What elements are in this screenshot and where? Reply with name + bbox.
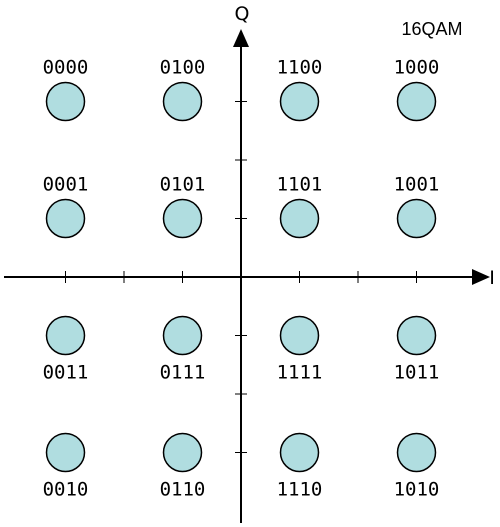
bit-label-0110: 0110: [160, 479, 206, 501]
constellation-point-1010: [396, 432, 437, 473]
constellation-point-0001: [45, 198, 86, 239]
constellation-point-1011: [396, 315, 437, 356]
axis-ticks: [65, 101, 417, 453]
constellation-point-1101: [279, 198, 320, 239]
constellation-point-0111: [162, 315, 203, 356]
bit-label-1110: 1110: [277, 479, 323, 501]
bit-label-0010: 0010: [43, 479, 89, 501]
constellation-point-0100: [162, 81, 203, 122]
bit-label-1011: 1011: [394, 362, 440, 384]
constellation-point-0010: [45, 432, 86, 473]
constellation-point-1000: [396, 81, 437, 122]
constellation-point-0011: [45, 315, 86, 356]
bit-label-1100: 1100: [277, 57, 323, 79]
bit-label-0000: 0000: [43, 57, 89, 79]
bit-label-0111: 0111: [160, 362, 206, 384]
bit-label-0100: 0100: [160, 57, 206, 79]
constellation-point-0101: [162, 198, 203, 239]
bit-label-1000: 1000: [394, 57, 440, 79]
bit-label-1111: 1111: [277, 362, 323, 384]
constellation-point-1110: [279, 432, 320, 473]
q-axis-arrowhead: [233, 29, 249, 47]
q-axis-label: Q: [235, 3, 250, 25]
bit-label-1101: 1101: [277, 174, 323, 196]
constellation-point-1001: [396, 198, 437, 239]
constellation-point-0110: [162, 432, 203, 473]
bit-label-0001: 0001: [43, 174, 89, 196]
bit-label-0101: 0101: [160, 174, 206, 196]
bit-label-1010: 1010: [394, 479, 440, 501]
constellation-point-1100: [279, 81, 320, 122]
i-axis-arrowhead: [472, 269, 490, 285]
bit-label-0011: 0011: [43, 362, 89, 384]
bit-labels: 0000 0100 1100 1000 0001 0101 1101 1001 0011 0111…: [43, 57, 440, 501]
bit-label-1001: 1001: [394, 174, 440, 196]
constellation-point-0000: [45, 81, 86, 122]
constellation-points: [45, 81, 437, 473]
constellation-point-1111: [279, 315, 320, 356]
modulation-title: 16QAM: [401, 19, 462, 39]
i-axis-label: I: [489, 267, 495, 289]
axes: [4, 29, 490, 523]
